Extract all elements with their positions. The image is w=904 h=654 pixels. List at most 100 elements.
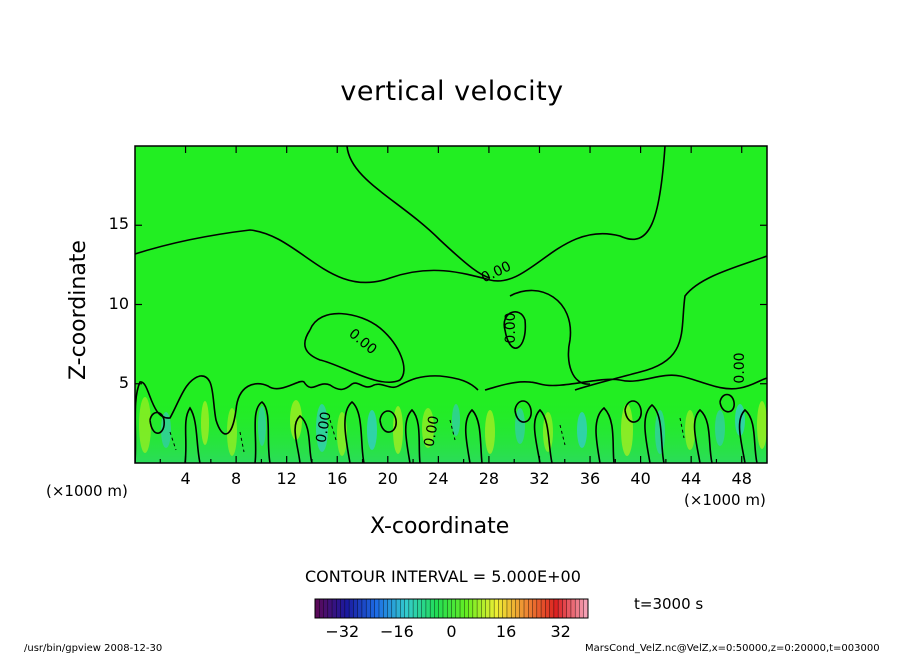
colorbar-segment xyxy=(494,599,499,618)
contour-label: 0.00 xyxy=(421,415,442,448)
contour-line xyxy=(184,406,201,463)
colorbar-segment xyxy=(353,599,358,618)
colorbar-segment xyxy=(327,599,333,618)
contour-line xyxy=(304,312,405,383)
y-tick-label: 15 xyxy=(108,214,129,234)
contour-line xyxy=(644,403,665,463)
colorbar-segment xyxy=(425,599,431,618)
velocity-cell xyxy=(515,408,525,444)
colorbar-segment xyxy=(332,599,337,618)
x-tick-label: 32 xyxy=(529,469,550,488)
x-axis-label: X-coordinate xyxy=(370,514,510,539)
colorbar-segment xyxy=(477,599,482,618)
contour-line xyxy=(509,289,591,385)
velocity-cell xyxy=(715,410,725,446)
velocity-cell xyxy=(577,412,587,448)
contour-line xyxy=(595,406,615,463)
colorbar-segment xyxy=(472,599,478,618)
colorbar-segment xyxy=(485,599,491,618)
contour-line xyxy=(404,408,421,463)
colorbar-segment xyxy=(417,599,422,618)
colorbar-segment xyxy=(519,599,525,618)
colorbar-tick-label: −32 xyxy=(325,622,360,641)
colorbar-segment xyxy=(579,599,585,618)
colorbar-segment xyxy=(553,599,559,618)
x-tick-label: 20 xyxy=(377,469,398,488)
colorbar-segment xyxy=(489,599,495,618)
colorbar-tick-label: 32 xyxy=(550,622,571,641)
contour-line xyxy=(719,393,735,413)
x-tick-label: 44 xyxy=(680,469,702,488)
colorbar-segment xyxy=(430,599,435,618)
colorbar-segment xyxy=(413,599,418,618)
x-tick-label: 28 xyxy=(478,469,500,488)
colorbar-segment xyxy=(460,599,465,618)
velocity-cell xyxy=(485,410,495,454)
velocity-cell xyxy=(655,410,665,454)
footer-right: MarsCond_VelZ.nc@VelZ,x=0:50000,z=0:2000… xyxy=(585,643,880,654)
colorbar-segment xyxy=(421,599,427,618)
velocity-cell xyxy=(316,404,328,452)
colorbar-segment xyxy=(541,599,546,618)
colorbar-segment xyxy=(511,599,516,618)
colorbar-segment xyxy=(545,599,550,618)
colorbar-segment xyxy=(434,599,440,618)
colorbar-segment xyxy=(319,599,324,618)
x-tick-label: 12 xyxy=(276,469,297,488)
colorbar-segment xyxy=(374,599,380,618)
chart-title: vertical velocity xyxy=(340,76,564,107)
velocity-cell xyxy=(258,406,266,446)
y-axis-label: Z-coordinate xyxy=(66,240,91,380)
colorbar-segment xyxy=(532,599,538,618)
x-tick-label: 40 xyxy=(630,469,651,488)
colorbar-segment xyxy=(344,599,350,618)
colorbar-segment xyxy=(370,599,376,618)
contour-line xyxy=(344,400,365,463)
velocity-cell xyxy=(621,404,633,456)
colorbar-tick-label: 16 xyxy=(495,622,517,641)
colorbar-segment xyxy=(447,599,452,618)
contour-line xyxy=(624,400,642,423)
colorbar-segment xyxy=(408,599,414,618)
contour-label: 0.00 xyxy=(732,352,748,383)
y-axis-unit: (×1000 m) xyxy=(46,482,128,500)
colorbar-segment xyxy=(464,599,469,618)
contour-line xyxy=(738,408,758,463)
colorbar-frame xyxy=(314,598,589,619)
contour-line xyxy=(379,410,397,433)
contour-line xyxy=(514,400,532,423)
colorbar xyxy=(314,598,589,619)
colorbar-segment xyxy=(349,599,354,618)
y-tick-label: 5 xyxy=(118,372,129,392)
colorbar-segment xyxy=(549,599,555,618)
colorbar-segment xyxy=(481,599,486,618)
colorbar-segment xyxy=(498,599,503,618)
colorbar-tick-label: 0 xyxy=(446,622,457,641)
colorbar-tick-label: −16 xyxy=(380,622,414,641)
colorbar-segment xyxy=(583,599,589,618)
contour-label: 0.00 xyxy=(313,411,334,444)
colorbar-segment xyxy=(340,599,346,618)
colorbar-segment xyxy=(323,599,329,618)
contour-line xyxy=(346,146,491,279)
velocity-cell xyxy=(201,401,209,445)
colorbar-segment xyxy=(400,599,405,618)
contour-line xyxy=(533,408,553,463)
contour-line xyxy=(503,311,527,349)
x-tick-label: 4 xyxy=(180,469,191,488)
colorbar-segment xyxy=(575,599,580,618)
contour-interval-label: CONTOUR INTERVAL = 5.000E+00 xyxy=(305,567,581,586)
x-tick-label: 16 xyxy=(327,469,348,488)
colorbar-segment xyxy=(451,599,457,618)
velocity-cell xyxy=(139,397,151,453)
colorbar-segment xyxy=(378,599,384,618)
velocity-cell xyxy=(367,410,377,450)
colorbar-segment xyxy=(506,599,512,618)
velocity-cell xyxy=(290,400,302,440)
colorbar-segment xyxy=(566,599,572,618)
velocity-cell xyxy=(422,408,434,448)
contour-line xyxy=(693,408,713,463)
contour-line xyxy=(294,414,313,463)
colorbar-segment xyxy=(558,599,563,618)
